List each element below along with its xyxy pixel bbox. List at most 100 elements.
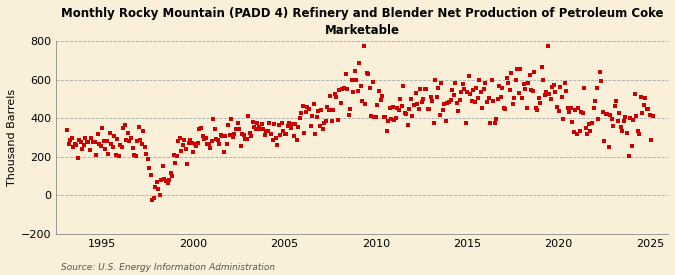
Point: [107, 145, 118, 150]
Point: [121, 137, 132, 142]
Point: [157, 164, 168, 169]
Point: [173, 139, 184, 143]
Point: [349, 69, 360, 73]
Point: [635, 95, 646, 100]
Point: [99, 138, 109, 143]
Point: [574, 129, 585, 133]
Point: [246, 134, 256, 138]
Point: [559, 81, 570, 86]
Point: [209, 127, 220, 131]
Point: [161, 179, 171, 184]
Point: [564, 109, 574, 114]
Point: [227, 134, 238, 139]
Point: [346, 78, 357, 82]
Point: [386, 117, 397, 122]
Point: [342, 87, 352, 91]
Point: [115, 142, 126, 147]
Point: [603, 145, 614, 149]
Point: [322, 104, 333, 109]
Point: [371, 114, 381, 119]
Point: [384, 106, 395, 111]
Point: [313, 109, 323, 113]
Point: [364, 86, 375, 90]
Point: [351, 78, 362, 82]
Point: [477, 106, 488, 111]
Point: [431, 95, 442, 99]
Point: [629, 92, 640, 97]
Point: [471, 86, 482, 90]
Point: [400, 111, 410, 115]
Point: [522, 81, 533, 85]
Point: [465, 92, 476, 96]
Point: [561, 89, 572, 94]
Point: [132, 139, 142, 143]
Point: [292, 138, 302, 143]
Point: [163, 178, 174, 182]
Point: [308, 102, 319, 107]
Point: [396, 103, 407, 108]
Point: [608, 124, 619, 128]
Point: [622, 131, 632, 135]
Point: [547, 85, 558, 89]
Point: [328, 108, 339, 112]
Point: [126, 135, 136, 140]
Point: [453, 109, 464, 114]
Point: [360, 101, 371, 106]
Point: [94, 141, 105, 146]
Point: [290, 122, 301, 126]
Point: [488, 99, 499, 103]
Point: [339, 86, 350, 90]
Point: [632, 128, 643, 133]
Point: [427, 98, 437, 103]
Point: [472, 96, 483, 100]
Point: [182, 161, 192, 166]
Point: [500, 107, 511, 111]
Point: [196, 126, 207, 130]
Point: [84, 148, 95, 152]
Point: [641, 106, 652, 111]
Point: [281, 131, 292, 136]
Point: [343, 113, 354, 117]
Point: [86, 135, 97, 140]
Point: [503, 80, 514, 85]
Point: [191, 144, 202, 148]
Point: [265, 131, 276, 136]
Point: [383, 119, 394, 123]
Point: [71, 143, 82, 148]
Point: [305, 124, 316, 129]
Point: [113, 154, 124, 158]
Point: [247, 120, 258, 125]
Point: [582, 131, 593, 136]
Point: [367, 79, 378, 84]
Point: [587, 120, 597, 125]
Point: [357, 99, 368, 103]
Point: [176, 148, 186, 153]
Point: [509, 96, 520, 100]
Point: [168, 153, 179, 157]
Point: [133, 125, 144, 130]
Point: [306, 114, 317, 118]
Point: [475, 90, 486, 94]
Point: [437, 108, 448, 112]
Point: [541, 90, 551, 94]
Point: [258, 126, 269, 131]
Point: [597, 110, 608, 114]
Point: [76, 140, 86, 144]
Point: [197, 134, 208, 139]
Point: [235, 143, 246, 148]
Point: [188, 150, 199, 155]
Point: [213, 138, 223, 142]
Point: [537, 65, 547, 69]
Point: [264, 121, 275, 125]
Point: [288, 134, 299, 139]
Point: [489, 121, 500, 125]
Point: [640, 96, 651, 100]
Point: [293, 125, 304, 129]
Point: [171, 154, 182, 158]
Point: [618, 119, 629, 123]
Point: [232, 121, 243, 126]
Point: [68, 145, 78, 149]
Point: [82, 140, 92, 145]
Point: [139, 145, 150, 149]
Point: [492, 97, 503, 101]
